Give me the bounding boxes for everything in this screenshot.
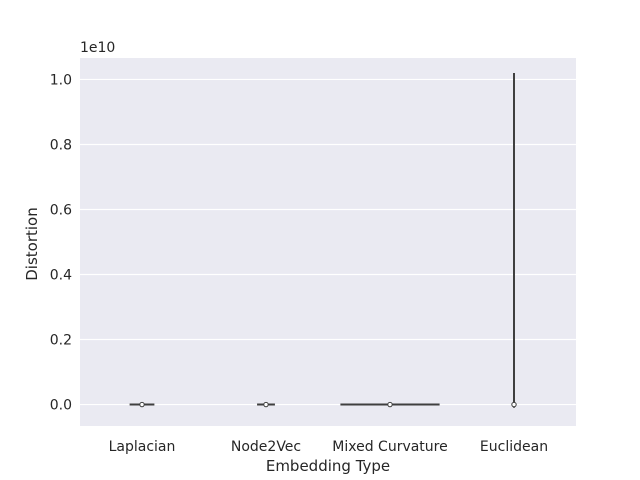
x-tick-label: Node2Vec — [231, 439, 301, 455]
y-tick-label: 0.6 — [50, 202, 72, 218]
violin-euclidean — [511, 72, 517, 408]
y-axis-label: Distortion — [23, 207, 41, 281]
y-tick-label: 0.0 — [50, 398, 72, 414]
median-marker — [387, 401, 393, 408]
x-tick-label: Mixed Curvature — [332, 439, 447, 455]
x-tick-label: Euclidean — [480, 439, 548, 455]
gridlines — [80, 78, 576, 406]
y-tick-label: 0.2 — [50, 333, 72, 349]
plot-area — [80, 58, 576, 426]
median-marker — [139, 401, 145, 408]
x-tick-label: Laplacian — [109, 439, 176, 455]
y-tick-label: 1.0 — [50, 72, 72, 88]
violins — [129, 72, 517, 408]
violin-mixed-curvature — [340, 401, 440, 408]
median-marker — [263, 401, 269, 408]
violin-laplacian — [129, 401, 155, 408]
y-offset-text: 1e10 — [80, 40, 115, 56]
y-tick-label: 0.8 — [50, 137, 72, 153]
median-marker — [511, 401, 517, 408]
violin-node2vec — [257, 401, 275, 408]
x-axis-label: Embedding Type — [266, 457, 390, 475]
x-tick-labels: Laplacian Node2Vec Mixed Curvature Euclidea… — [109, 439, 548, 455]
y-tick-labels: 0.0 0.2 0.4 0.6 0.8 1.0 — [50, 72, 72, 413]
y-tick-label: 0.4 — [50, 268, 72, 284]
